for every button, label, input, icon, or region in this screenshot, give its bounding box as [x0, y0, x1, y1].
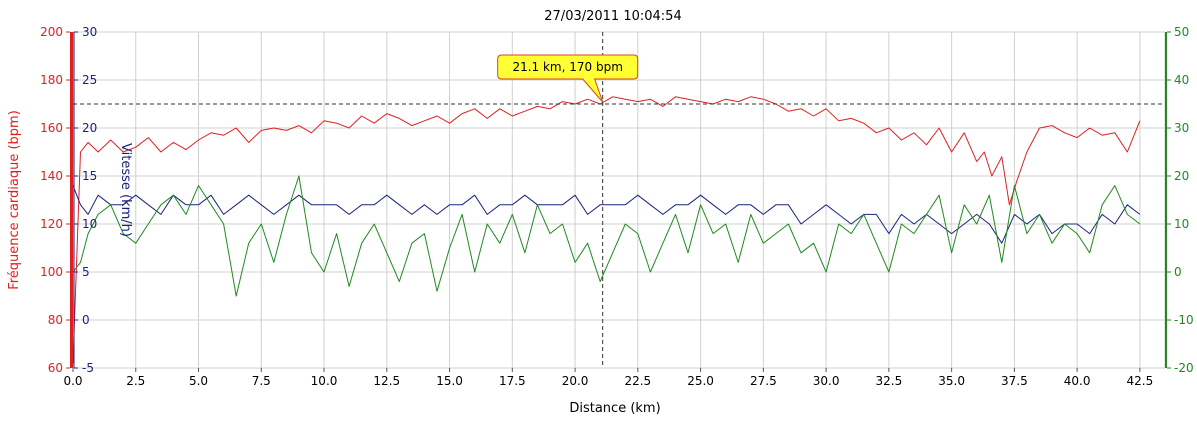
x-tick-label: 7.5 [252, 374, 271, 388]
x-tick-label: 22.5 [624, 374, 651, 388]
hr-tick-label: 100 [40, 265, 63, 279]
x-tick-label: 37.5 [1001, 374, 1028, 388]
hr-tick-label: 120 [40, 217, 63, 231]
x-tick-label: 0.0 [63, 374, 82, 388]
plot-area [72, 96, 1141, 364]
altitude-axis-line [1165, 32, 1167, 368]
speed-tick-label: 0 [82, 313, 90, 327]
altitude-tick-label: 10 [1174, 217, 1189, 231]
x-axis-label: Distance (km) [569, 401, 660, 416]
series-line-hr [72, 96, 1141, 364]
altitude-tick-label: 50 [1174, 25, 1189, 39]
hr-tick-label: 160 [40, 121, 63, 135]
speed-tick-label: -5 [82, 361, 94, 375]
tooltip: 21.1 km, 170 bpm [497, 54, 639, 103]
speed-tick-label: 15 [82, 169, 97, 183]
speed-tick-label: 25 [82, 73, 97, 87]
overlay: 21.1 km, 170 bpm [73, 32, 1165, 368]
hr-axis-title: Fréquence cardiaque (bpm) [7, 110, 22, 290]
x-tick-label: 27.5 [750, 374, 777, 388]
tooltip-box [497, 54, 639, 103]
chart-title: 27/03/2011 10:04:54 [544, 9, 681, 24]
series-line-speed [72, 185, 1141, 244]
x-tick-label: 5.0 [189, 374, 208, 388]
x-tick-label: 20.0 [562, 374, 589, 388]
speed-tick-label: 20 [82, 121, 97, 135]
x-tick-label: 15.0 [436, 374, 463, 388]
x-tick-label: 40.0 [1064, 374, 1091, 388]
hr-tick-label: 80 [48, 313, 63, 327]
altitude-tick-label: 40 [1174, 73, 1189, 87]
hr-tick-label: 200 [40, 25, 63, 39]
x-tick-label: 32.5 [876, 374, 903, 388]
grid [72, 31, 1166, 369]
x-tick-label: 2.5 [126, 374, 145, 388]
x-tick-label: 17.5 [499, 374, 526, 388]
altitude-tick-label: 0 [1174, 265, 1182, 279]
series-line-altitude [72, 175, 1141, 297]
x-tick-label: 25.0 [687, 374, 714, 388]
altitude-tick-label: -10 [1174, 313, 1194, 327]
hr-tick-label: 140 [40, 169, 63, 183]
speed-tick-label: 30 [82, 25, 97, 39]
speed-tick-label: 10 [82, 217, 97, 231]
axes: 0.0 2.5 5.0 7.5 10.0 12.5 15.0 17.5 20.0 22.5 25.0… [7, 25, 1194, 388]
hr-axis-line [70, 32, 73, 368]
speed-axis-title: Vitesse (km/h) [118, 143, 133, 237]
x-tick-label: 42.5 [1127, 374, 1154, 388]
tooltip-text: 21.1 km, 170 bpm [512, 60, 622, 74]
altitude-tick-label: 30 [1174, 121, 1189, 135]
x-tick-label: 12.5 [373, 374, 400, 388]
plot-frame [72, 31, 1166, 369]
altitude-tick-label: -20 [1174, 361, 1194, 375]
x-tick-label: 10.0 [311, 374, 338, 388]
hr-tick-label: 60 [48, 361, 63, 375]
altitude-tick-label: 20 [1174, 169, 1189, 183]
hr-tick-label: 180 [40, 73, 63, 87]
x-tick-label: 35.0 [938, 374, 965, 388]
speed-tick-label: 5 [82, 265, 90, 279]
x-tick-label: 30.0 [813, 374, 840, 388]
